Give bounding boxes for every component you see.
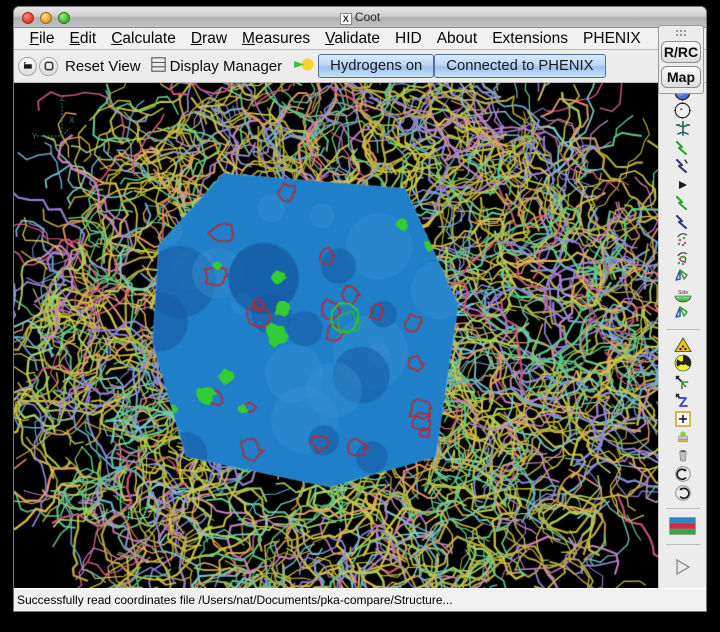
svg-text:Z: Z — [60, 94, 65, 103]
svg-text:Side: Side — [677, 290, 687, 296]
svg-text:Y: Y — [32, 132, 38, 141]
svg-text:X: X — [69, 116, 75, 125]
